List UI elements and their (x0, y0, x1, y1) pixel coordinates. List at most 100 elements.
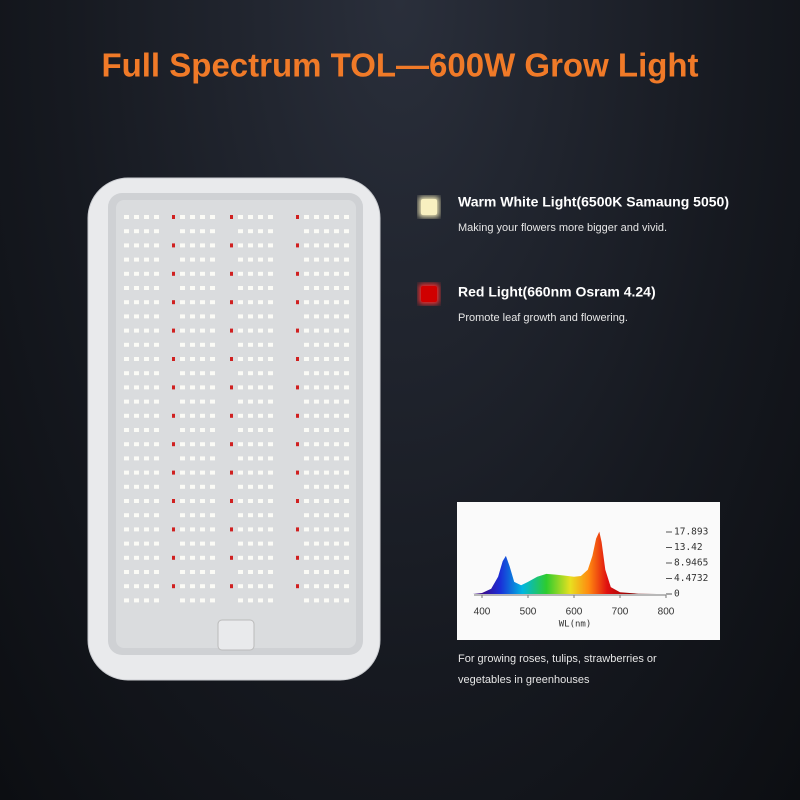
led (210, 399, 215, 404)
led (210, 215, 215, 219)
red-led (296, 499, 299, 503)
led (124, 513, 129, 518)
feature-text: Promote leaf growth and flowering. (458, 312, 628, 324)
led (200, 499, 205, 503)
led (248, 484, 253, 489)
led (248, 555, 253, 560)
feature-heading: Red Light(660nm Osram 4.24) (458, 284, 656, 300)
feature-heading: Warm White Light(6500K Samaung 5050) (458, 194, 729, 210)
led (314, 584, 319, 589)
led (134, 499, 139, 503)
led (200, 484, 205, 489)
led (134, 385, 139, 390)
red-led (230, 215, 233, 219)
led (210, 513, 215, 518)
led (124, 271, 129, 276)
led (248, 271, 253, 276)
led (304, 456, 309, 461)
led (144, 300, 149, 305)
red-led (230, 328, 233, 333)
led (334, 499, 339, 503)
led (324, 215, 329, 219)
led (258, 342, 263, 347)
led (154, 428, 159, 432)
led (144, 371, 149, 376)
led (190, 456, 195, 461)
led (248, 499, 253, 503)
led (238, 300, 243, 305)
led (344, 541, 349, 546)
red-led (296, 385, 299, 390)
led (144, 428, 149, 432)
led (190, 257, 195, 262)
led (200, 527, 205, 532)
led (268, 300, 273, 305)
led (314, 470, 319, 475)
led (248, 243, 253, 248)
led (344, 484, 349, 489)
led (154, 484, 159, 489)
led (334, 271, 339, 276)
led (248, 357, 253, 361)
led (314, 399, 319, 404)
led (304, 371, 309, 376)
led (154, 399, 159, 404)
led (134, 541, 139, 546)
led (314, 342, 319, 347)
led (144, 229, 149, 234)
led (304, 541, 309, 546)
red-led (296, 584, 299, 589)
led (190, 541, 195, 546)
led (248, 470, 253, 475)
led (210, 428, 215, 432)
led (124, 484, 129, 489)
led (180, 328, 185, 333)
led (144, 328, 149, 333)
led (180, 513, 185, 518)
led (334, 470, 339, 475)
led (154, 413, 159, 418)
led (180, 215, 185, 219)
led (144, 257, 149, 262)
title: Full Spectrum TOL—600W Grow Light (101, 47, 698, 84)
led (258, 300, 263, 305)
led (238, 442, 243, 447)
led (304, 470, 309, 475)
led (200, 385, 205, 390)
led (124, 541, 129, 546)
led (144, 527, 149, 532)
led (304, 328, 309, 333)
led (180, 499, 185, 503)
led (180, 598, 185, 603)
led (124, 328, 129, 333)
led (238, 314, 243, 319)
led (200, 371, 205, 376)
led (324, 570, 329, 574)
led (268, 555, 273, 560)
led (180, 229, 185, 234)
red-led (172, 442, 175, 447)
led (154, 286, 159, 290)
red-led (230, 555, 233, 560)
red-led (172, 413, 175, 418)
red-led (296, 357, 299, 361)
led (248, 527, 253, 532)
led (154, 229, 159, 234)
led (210, 555, 215, 560)
led (190, 328, 195, 333)
led (334, 314, 339, 319)
led (154, 456, 159, 461)
led (180, 470, 185, 475)
led (258, 598, 263, 603)
led (304, 499, 309, 503)
led (324, 257, 329, 262)
red-led (230, 357, 233, 361)
led (134, 442, 139, 447)
led (268, 470, 273, 475)
led (190, 357, 195, 361)
red-led (230, 413, 233, 418)
led (334, 328, 339, 333)
led (144, 243, 149, 248)
led (134, 229, 139, 234)
led (144, 570, 149, 574)
